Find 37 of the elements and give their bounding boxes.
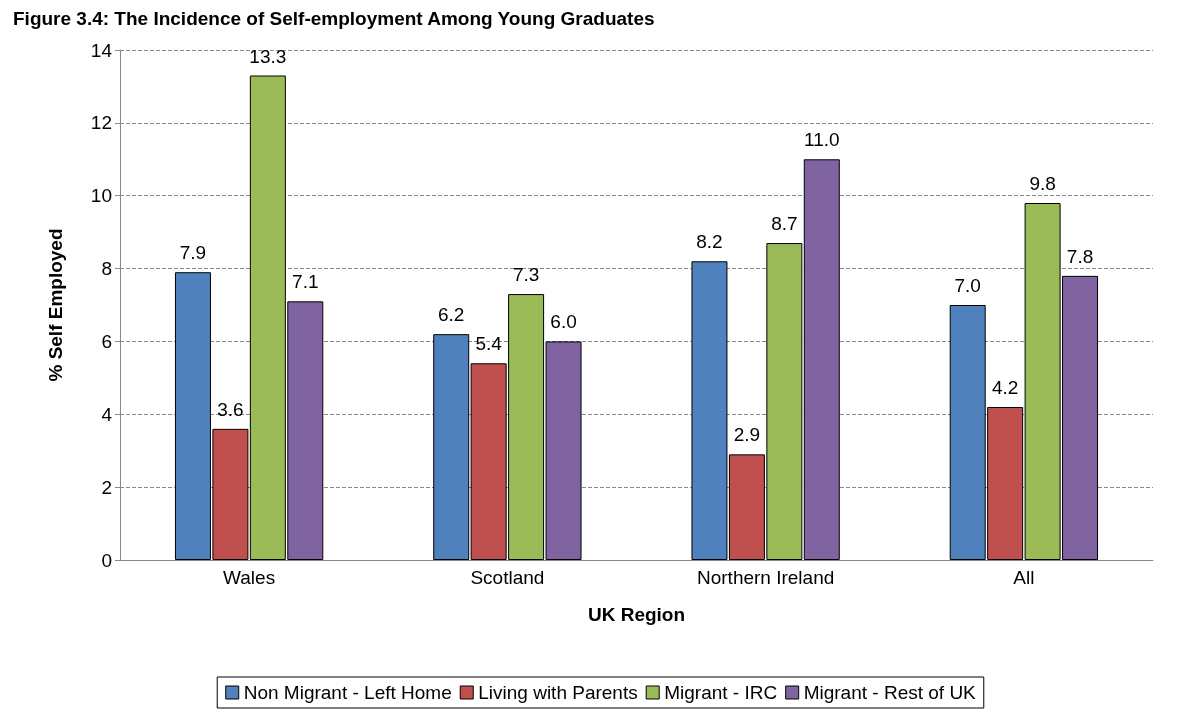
- data-label: 7.0: [954, 275, 981, 296]
- data-label: 6.0: [550, 311, 577, 333]
- legend-label: Migrant - IRC: [664, 682, 778, 703]
- data-label: 13.3: [249, 45, 287, 67]
- data-label: 5.4: [475, 333, 503, 355]
- data-label: 8.2: [696, 231, 723, 253]
- y-tick-label: 4: [101, 403, 113, 425]
- x-tick-label: Wales: [223, 567, 276, 588]
- y-tick-label: 14: [90, 39, 113, 61]
- x-axis-title: UK Region: [587, 604, 686, 625]
- data-label: 2.9: [733, 424, 761, 446]
- legend-label: Living with Parents: [478, 682, 638, 703]
- data-label: 9.8: [1029, 173, 1056, 194]
- data-label: 6.2: [438, 304, 465, 326]
- y-tick-label: 0: [101, 549, 112, 571]
- x-tick-label: All: [1013, 567, 1035, 588]
- data-label: 3.6: [217, 398, 244, 420]
- y-tick-label: 12: [90, 112, 112, 134]
- legend-label: Migrant - Rest of UK: [803, 682, 977, 703]
- data-label: 7.9: [179, 242, 207, 264]
- chart-title: Figure 3.4: The Incidence of Self-employment Among Young Graduates: [13, 8, 655, 29]
- bar: [433, 334, 470, 560]
- y-tick-label: 8: [101, 258, 112, 280]
- data-label: 11.0: [804, 129, 840, 151]
- data-label: 7.8: [1066, 245, 1094, 267]
- x-tick-label: Northern Ireland: [696, 567, 835, 588]
- y-tick-label: 10: [90, 185, 112, 207]
- data-label: 8.7: [771, 213, 798, 235]
- bar: [803, 159, 840, 560]
- y-tick-label: 6: [101, 330, 112, 352]
- y-tick-label: 2: [101, 476, 112, 498]
- x-tick-label: Scotland: [470, 567, 545, 588]
- data-label: 7.3: [512, 264, 540, 286]
- y-axis-title: % Self Employed: [45, 228, 66, 382]
- legend-label: Non Migrant - Left Home: [243, 682, 452, 703]
- data-label: 4.2: [991, 377, 1019, 398]
- data-label: 7.1: [292, 271, 319, 293]
